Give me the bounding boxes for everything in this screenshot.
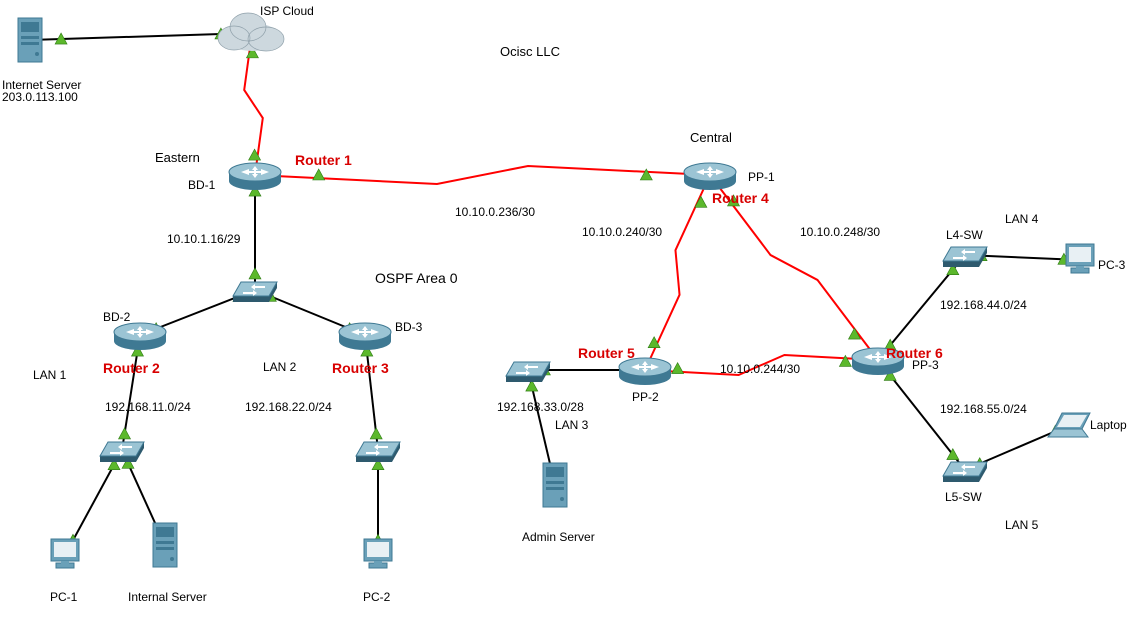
subnet-r1r4: 10.10.0.236/30 <box>455 205 535 219</box>
subnet-lan1: 192.168.11.0/24 <box>105 400 191 414</box>
admin-server-icon <box>543 463 567 507</box>
switch-center-icon <box>233 282 277 302</box>
router2-label: Router 2 <box>103 360 160 376</box>
company-title: Ocisc LLC <box>500 44 560 59</box>
laptop-icon <box>1048 413 1090 437</box>
subnet-lan5: 192.168.55.0/24 <box>940 402 1027 416</box>
internal-srv-label: Internal Server <box>128 590 207 604</box>
subnet-r4r6: 10.10.0.248/30 <box>800 225 880 239</box>
pc1-label: PC-1 <box>50 590 77 604</box>
inet-srv-ip: 203.0.113.100 <box>2 90 78 104</box>
bd1-host: BD-1 <box>188 178 215 192</box>
link-status-icon <box>119 428 131 439</box>
subnet-lan4: 192.168.44.0/24 <box>940 298 1027 312</box>
link-status-icon <box>313 169 325 180</box>
pc3-label: PC-3 <box>1098 258 1125 272</box>
link-status-icon <box>370 428 382 439</box>
link-status-icon <box>249 268 261 279</box>
router-bd2-icon <box>114 323 166 350</box>
pc3-icon <box>1066 244 1094 273</box>
switch-l5-icon <box>943 462 987 482</box>
switch-lan1-icon <box>100 442 144 462</box>
router-bd1-icon <box>229 163 281 190</box>
lan4-label: LAN 4 <box>1005 212 1038 226</box>
router-bd3-icon <box>339 323 391 350</box>
bd2-host: BD-2 <box>103 310 130 324</box>
pc1-icon <box>51 539 79 568</box>
admin-srv-label: Admin Server <box>522 530 595 544</box>
internet-server-icon <box>18 18 42 62</box>
switch-l4-icon <box>943 247 987 267</box>
internal-server-icon <box>153 523 177 567</box>
eastern-title: Eastern <box>155 150 200 165</box>
subnet-r5r6: 10.10.0.244/30 <box>720 362 800 376</box>
bd3-host: BD-3 <box>395 320 422 334</box>
laptop-label: Laptop <box>1090 418 1127 432</box>
cloud-icon <box>218 13 284 51</box>
router-pp1-icon <box>684 163 736 190</box>
router1-label: Router 1 <box>295 152 352 168</box>
switch-lan3-icon <box>506 362 550 382</box>
subnet-r4r5: 10.10.0.240/30 <box>582 225 662 239</box>
switch-lan2-icon <box>356 442 400 462</box>
pc2-label: PC-2 <box>363 590 390 604</box>
subnet-lan2: 192.168.22.0/24 <box>245 400 332 414</box>
isp-label: ISP Cloud <box>260 4 314 18</box>
pp2-host: PP-2 <box>632 390 659 404</box>
lan2-label: LAN 2 <box>263 360 296 374</box>
pc2-icon <box>364 539 392 568</box>
subnet-bd1: 10.10.1.16/29 <box>167 232 240 246</box>
pp3-host: PP-3 <box>912 358 939 372</box>
link-status-icon <box>672 363 684 374</box>
lan3-label: LAN 3 <box>555 418 588 432</box>
central-title: Central <box>690 130 732 145</box>
pp1-host: PP-1 <box>748 170 775 184</box>
subnet-lan3: 192.168.33.0/28 <box>497 400 584 414</box>
lan1-label: LAN 1 <box>33 368 66 382</box>
router5-label: Router 5 <box>578 345 635 361</box>
router4-label: Router 4 <box>712 190 769 206</box>
l4sw-label: L4-SW <box>946 228 983 242</box>
router3-label: Router 3 <box>332 360 389 376</box>
lan5-label: LAN 5 <box>1005 518 1038 532</box>
router-pp2-icon <box>619 358 671 385</box>
ospf-area-label: OSPF Area 0 <box>375 270 457 286</box>
l5sw-label: L5-SW <box>945 490 982 504</box>
